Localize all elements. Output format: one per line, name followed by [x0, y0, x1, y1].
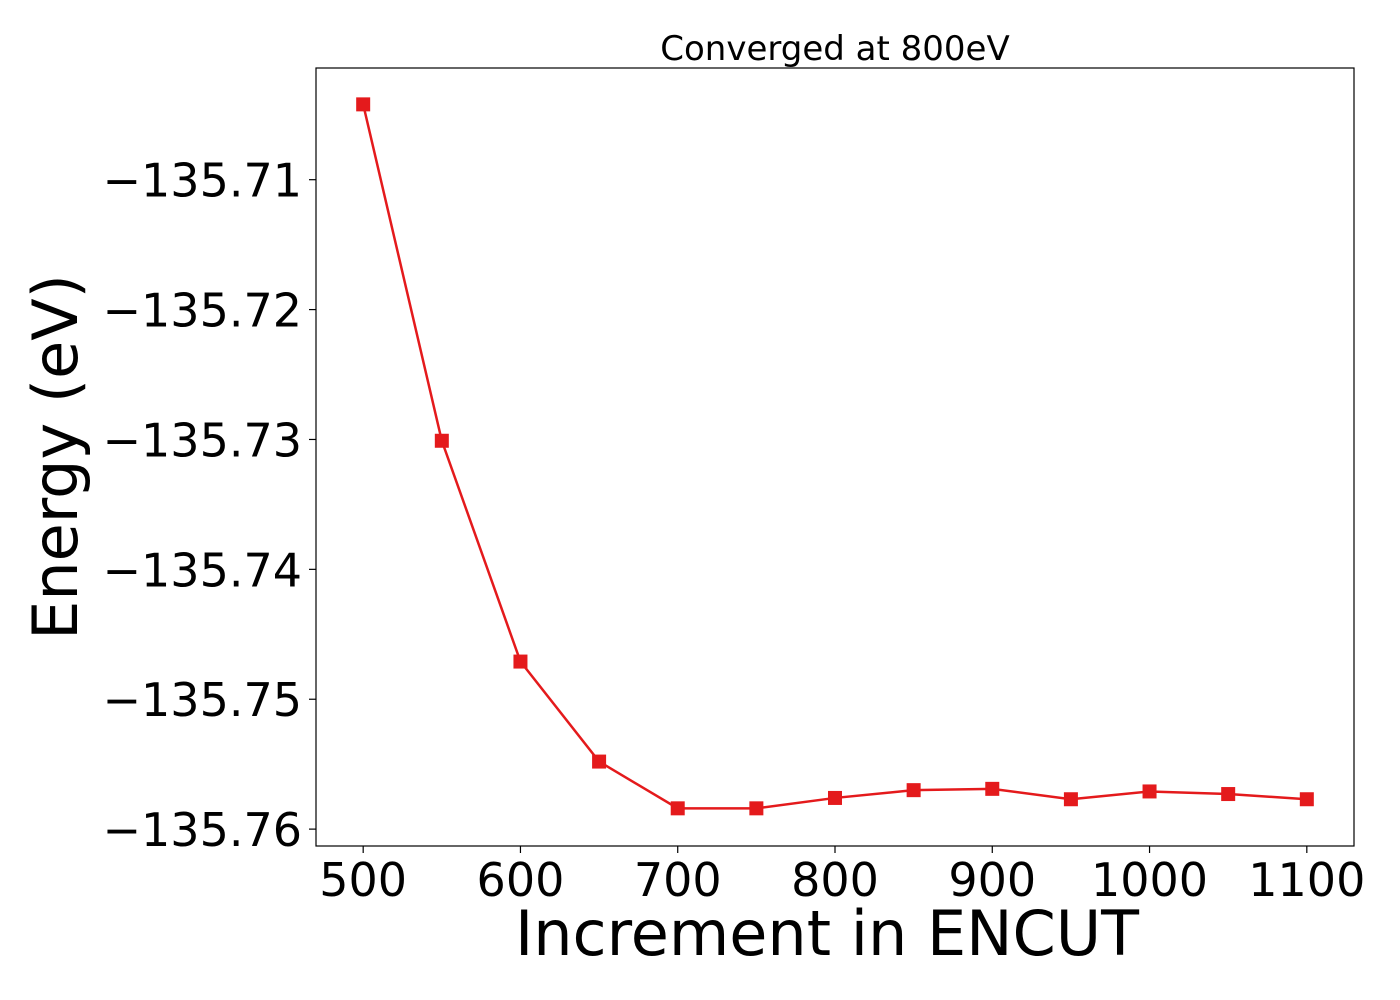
data-point-1100	[1299, 792, 1314, 807]
plot-frame	[315, 67, 1355, 847]
x-tick-label: 600	[477, 853, 565, 907]
y-tick-label: −135.73	[103, 413, 303, 467]
data-point-550	[434, 433, 449, 448]
data-point-1050	[1221, 787, 1236, 802]
data-point-650	[592, 754, 607, 769]
x-tick-label: 1100	[1248, 853, 1365, 907]
x-axis-title: Increment in ENCUT	[515, 897, 1140, 970]
y-tick-label: −135.76	[103, 803, 303, 857]
data-point-500	[356, 97, 371, 112]
data-point-700	[670, 801, 685, 816]
y-axis: −135.71 −135.72 −135.73 −135.74 −135.75 −135.…	[103, 154, 316, 857]
x-tick-label: 1000	[1091, 853, 1208, 907]
data-point-950	[1063, 792, 1078, 807]
y-tick-label: −135.75	[103, 673, 303, 727]
data-point-600	[513, 654, 528, 669]
y-tick-label: −135.71	[103, 154, 303, 208]
y-tick-label: −135.72	[103, 284, 303, 338]
y-tick-label: −135.74	[103, 543, 303, 597]
x-axis: 500 600 700 800 900 1000 1100	[319, 846, 1365, 907]
data-point-850	[906, 783, 921, 798]
energy-series	[356, 97, 1314, 816]
data-point-900	[985, 781, 1000, 796]
y-axis-title: Energy (eV)	[19, 274, 92, 640]
data-point-1000	[1142, 784, 1157, 799]
x-tick-label: 500	[319, 853, 407, 907]
x-tick-label: 800	[791, 853, 879, 907]
data-point-750	[749, 801, 764, 816]
data-point-800	[828, 790, 842, 805]
energy-line	[361, 104, 1307, 810]
chart-title: Converged at 800eV	[660, 29, 1009, 69]
x-tick-label: 900	[948, 853, 1036, 907]
x-tick-label: 700	[634, 853, 722, 907]
